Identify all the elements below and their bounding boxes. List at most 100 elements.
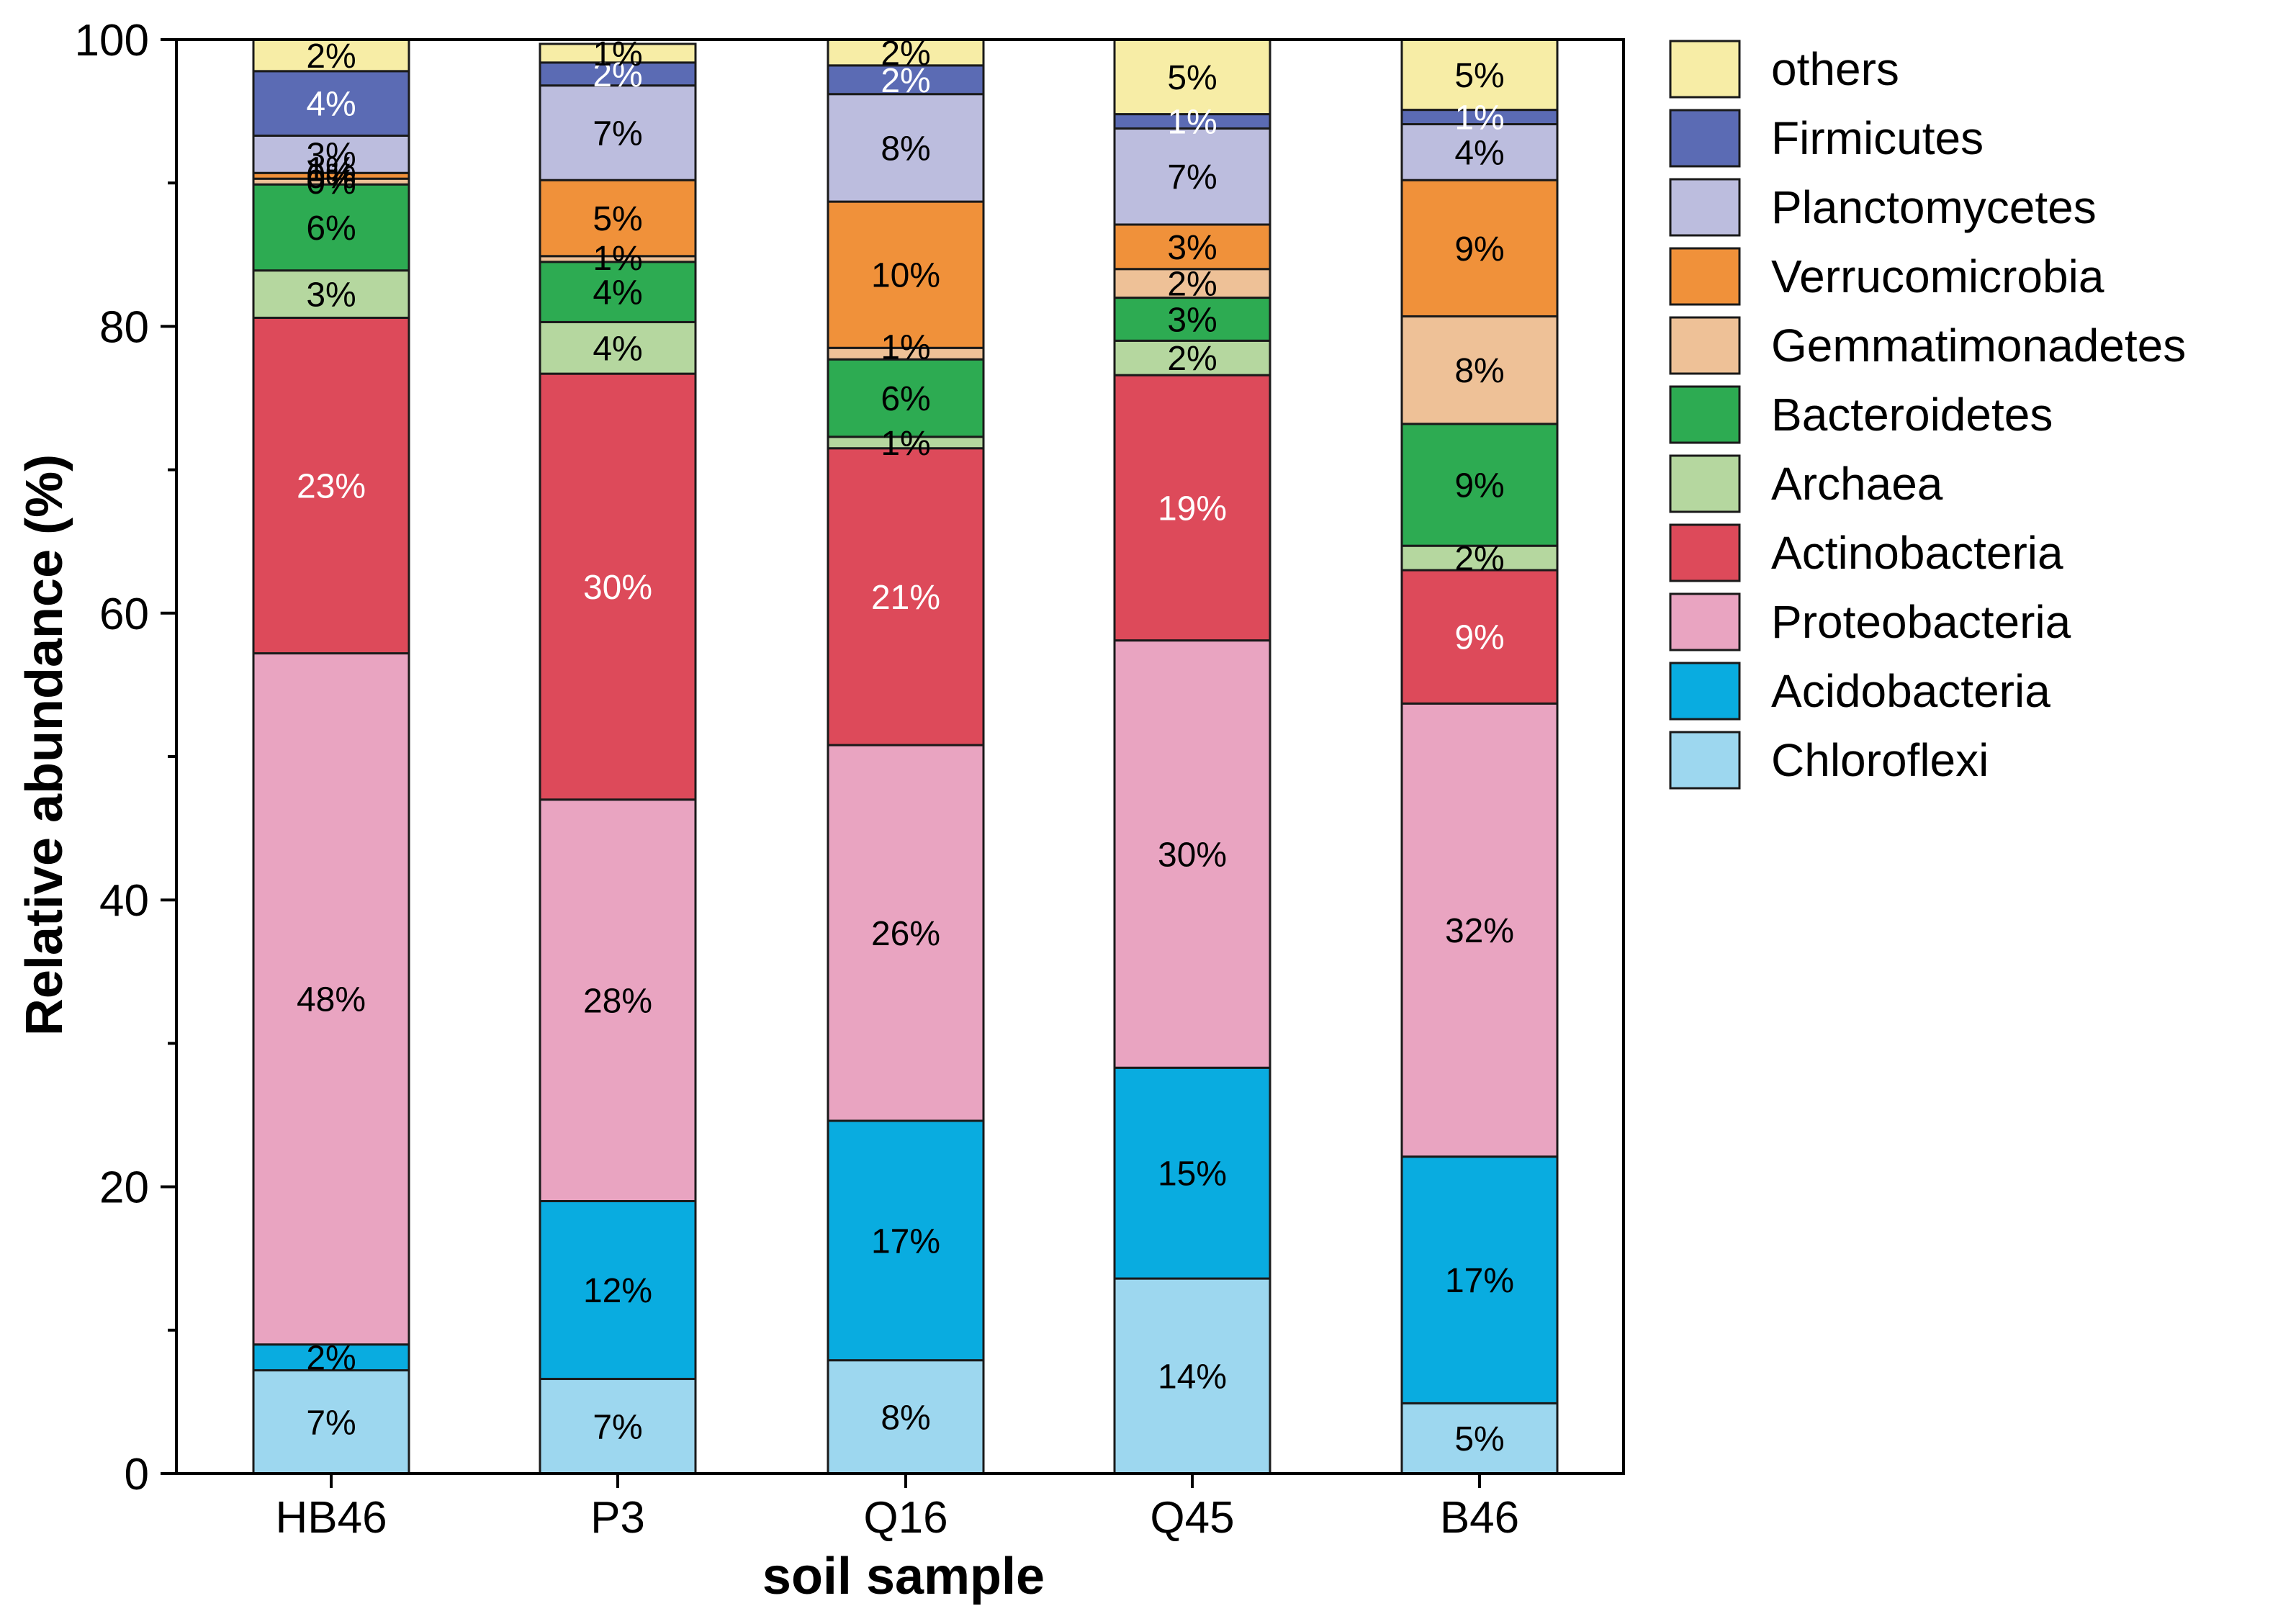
y-tick-label: 40	[99, 876, 149, 926]
segment-label-q45-acidobacteria: 15%	[1158, 1155, 1227, 1194]
bar-segment-hb46-acidobacteria	[252, 1343, 410, 1372]
bar-segment-q16-firmicutes	[827, 64, 985, 96]
segment-label-hb46-firmicutes: 4%	[306, 86, 356, 124]
legend-swatch-verrucomicrobia	[1669, 247, 1741, 306]
x-tick-label-b46: B46	[1440, 1493, 1519, 1543]
segment-label-b46-verrucomicrobia: 9%	[1454, 230, 1504, 269]
bar-segment-b46-gemmatimonadetes	[1400, 315, 1559, 425]
bar-segment-p3-archaea	[539, 320, 697, 375]
segment-label-hb46-gemmatimonadetes: 0%	[306, 163, 356, 202]
y-tick-label: 0	[125, 1450, 149, 1499]
bar-segment-hb46-others	[252, 38, 410, 73]
legend-label-planctomycetes: Planctomycetes	[1771, 181, 2097, 233]
y-tick-label: 60	[99, 590, 149, 639]
segment-label-b46-archaea: 2%	[1454, 540, 1504, 578]
bar-segment-p3-bacteroidetes	[539, 261, 697, 323]
legend-label-others: others	[1771, 43, 1899, 95]
bar-segment-p3-proteobacteria	[539, 798, 697, 1203]
segment-label-hb46-actinobacteria: 23%	[297, 468, 366, 506]
segment-label-hb46-proteobacteria: 48%	[297, 981, 366, 1019]
segment-label-b46-acidobacteria: 17%	[1445, 1262, 1514, 1300]
bar-segment-q45-verrucomicrobia	[1113, 223, 1271, 271]
segment-label-b46-bacteroidetes: 9%	[1454, 467, 1504, 505]
segment-label-q16-proteobacteria: 26%	[871, 915, 940, 953]
segment-label-q16-bacteroidetes: 6%	[881, 380, 930, 418]
bar-segment-hb46-chloroflexi	[252, 1369, 410, 1475]
segment-label-p3-acidobacteria: 12%	[583, 1272, 652, 1310]
bar-segment-p3-verrucomicrobia	[539, 179, 697, 258]
segment-label-q45-verrucomicrobia: 3%	[1167, 229, 1217, 267]
segment-label-b46-firmicutes: 1%	[1454, 99, 1504, 137]
legend-swatch-acidobacteria	[1669, 662, 1741, 721]
bar-segment-q45-bacteroidetes	[1113, 297, 1271, 342]
segment-label-p3-verrucomicrobia: 5%	[593, 200, 642, 238]
bar-segment-b46-archaea	[1400, 544, 1559, 572]
segment-label-b46-proteobacteria: 32%	[1445, 912, 1514, 950]
segment-label-extra-q16-1: 1%	[881, 328, 930, 366]
bar-segment-q45-proteobacteria	[1113, 639, 1271, 1069]
segment-label-p3-firmicutes: 2%	[593, 56, 642, 94]
legend-swatch-firmicutes	[1669, 109, 1741, 168]
bar-segment-q45-others	[1113, 38, 1271, 116]
segment-label-b46-gemmatimonadetes: 8%	[1454, 352, 1504, 390]
bar-segment-p3-chloroflexi	[539, 1378, 697, 1475]
legend-swatch-bacteroidetes	[1669, 385, 1741, 444]
bar-segment-hb46-planctomycetes	[252, 134, 410, 174]
legend-label-proteobacteria: Proteobacteria	[1771, 596, 2071, 648]
segment-label-p3-chloroflexi: 7%	[593, 1408, 642, 1446]
bar-segment-p3-actinobacteria	[539, 372, 697, 801]
x-tick-label-q16: Q16	[863, 1493, 947, 1543]
segment-label-b46-chloroflexi: 5%	[1454, 1420, 1504, 1458]
segment-label-q16-firmicutes: 2%	[881, 62, 930, 100]
segment-labels-layer: 7%2%48%23%3%6%0%0%3%4%2%7%12%28%30%4%4%5…	[297, 35, 1514, 1458]
segment-label-hb46-chloroflexi: 7%	[306, 1404, 356, 1442]
bar-segment-b46-acidobacteria	[1400, 1155, 1559, 1404]
segment-label-extra-hb46-2: 1%	[306, 150, 356, 189]
segment-label-q45-actinobacteria: 19%	[1158, 490, 1227, 528]
bar-segment-q16-actinobacteria	[827, 447, 985, 746]
legend-label-firmicutes: Firmicutes	[1771, 112, 1984, 164]
segment-label-b46-actinobacteria: 9%	[1454, 619, 1504, 657]
bar-segment-b46-actinobacteria	[1400, 569, 1559, 705]
segment-label-p3-others: 1%	[593, 35, 642, 73]
segment-label-q45-archaea: 2%	[1167, 340, 1217, 378]
segment-label-q45-bacteroidetes: 3%	[1167, 301, 1217, 339]
segment-label-q45-chloroflexi: 14%	[1158, 1358, 1227, 1397]
bar-segment-q45-chloroflexi	[1113, 1277, 1271, 1475]
segment-label-hb46-planctomycetes: 3%	[306, 136, 356, 174]
bar-segment-hb46-actinobacteria	[252, 316, 410, 655]
segment-label-q45-proteobacteria: 30%	[1158, 836, 1227, 874]
y-tick-label: 20	[99, 1163, 149, 1213]
axes-layer: 0 20 40 60 80 100 HB46 P3 Q16 Q45 B46	[75, 16, 1625, 1543]
segment-label-q45-firmicutes: 1%	[1167, 104, 1217, 142]
legend-swatch-chloroflexi	[1669, 731, 1741, 790]
segment-label-p3-planctomycetes: 7%	[593, 114, 642, 153]
legend-swatch-archaea	[1669, 454, 1741, 513]
legend: others Firmicutes Planctomycetes Verrucomic…	[1669, 40, 2186, 790]
segment-label-q45-planctomycetes: 7%	[1167, 158, 1217, 197]
legend-label-archaea: Archaea	[1771, 458, 1943, 510]
segment-label-q16-chloroflexi: 8%	[881, 1399, 930, 1437]
legend-label-bacteroidetes: Bacteroidetes	[1771, 389, 2053, 441]
legend-swatch-others	[1669, 40, 1741, 99]
bar-segment-hb46-bacteroidetes	[252, 183, 410, 272]
segment-label-hb46-acidobacteria: 2%	[306, 1340, 356, 1378]
bar-segment-p3-others	[539, 42, 697, 64]
bar-segment-p3-firmicutes	[539, 61, 697, 87]
legend-label-chloroflexi: Chloroflexi	[1771, 734, 1989, 786]
bar-segment-q45-actinobacteria	[1113, 374, 1271, 642]
legend-swatch-proteobacteria	[1669, 592, 1741, 651]
segment-label-q16-acidobacteria: 17%	[871, 1222, 940, 1260]
x-axis-title: soil sample	[762, 1548, 1045, 1605]
bar-segment-q16-verrucomicrobia	[827, 200, 985, 349]
segment-label-p3-actinobacteria: 30%	[583, 569, 652, 607]
segment-label-q16-verrucomicrobia: 10%	[871, 257, 940, 295]
bar-segment-p3-planctomycetes	[539, 84, 697, 181]
segment-label-p3-proteobacteria: 28%	[583, 983, 652, 1021]
segment-label-p3-bacteroidetes: 4%	[593, 274, 642, 312]
bar-segment-b46-bacteroidetes	[1400, 423, 1559, 547]
legend-label-actinobacteria: Actinobacteria	[1771, 527, 2063, 579]
bar-segment-q45-archaea	[1113, 339, 1271, 376]
bar-segment-b46-planctomycetes	[1400, 123, 1559, 181]
